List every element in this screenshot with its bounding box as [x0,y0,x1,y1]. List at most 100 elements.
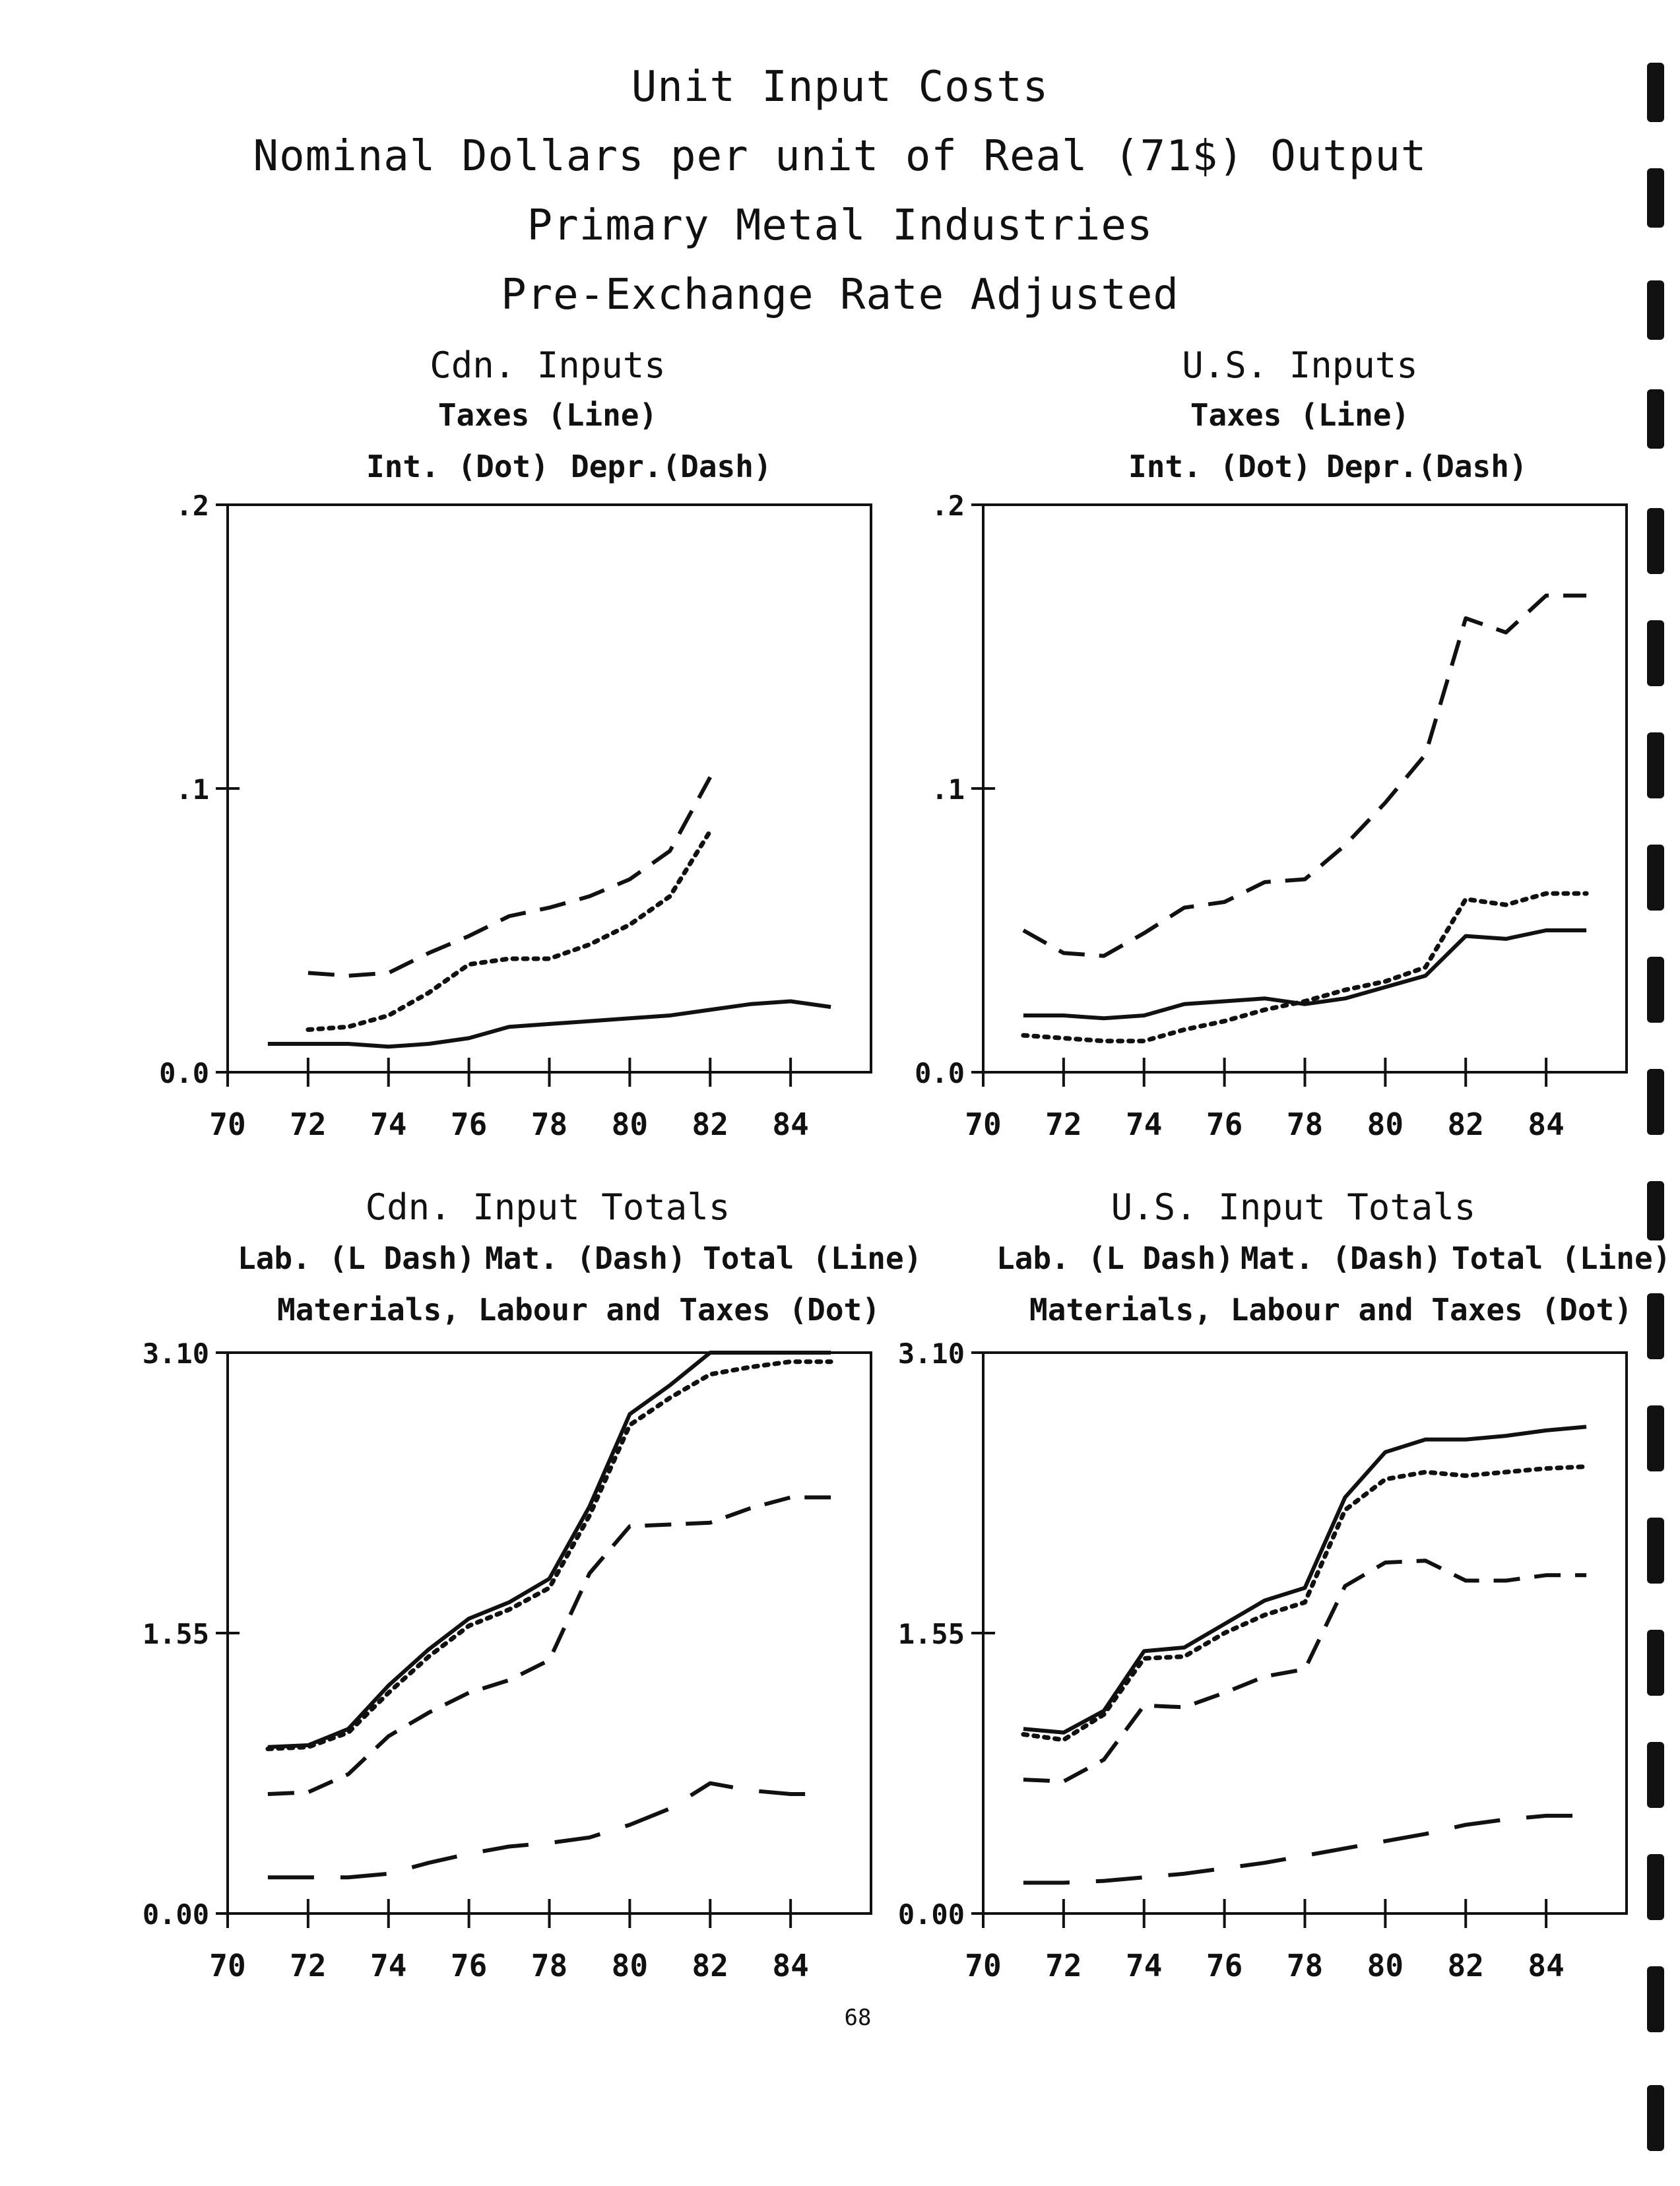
scan-edge-mark [1647,1405,1664,1471]
page-title-line-1: Unit Input Costs [631,63,1049,112]
x-tick-label: 70 [965,1107,1001,1142]
scan-edge-mark [1647,957,1664,1023]
scan-edge-mark [1647,732,1664,798]
x-tick-label: 78 [1287,1107,1323,1142]
chart-panel-2: 70 72 74 76 78 80 82 84 0.0 .1 .2 [915,490,1628,1142]
scan-edge-mark [1647,1518,1664,1584]
panel1-subtitle: Taxes (Line) [437,397,658,433]
x-tick-label: 76 [451,1948,487,1983]
x-tick-label: 84 [772,1107,808,1142]
y-tick-label: .2 [931,490,965,522]
x-tick-label: 80 [1367,1948,1404,1983]
series-line-int [1021,891,1589,1044]
x-tick-label: 74 [370,1107,406,1142]
x-tick-label: 72 [290,1107,326,1142]
x-tick-label: 80 [612,1107,648,1142]
x-tick-label: 80 [612,1948,648,1983]
plot-frame [982,1351,1628,1915]
series-line-mat [267,1495,831,1796]
panel2-title: U.S. Inputs [1182,344,1418,386]
scan-edge-mark [1647,63,1664,122]
y-tick-label: .2 [176,490,209,522]
panel4-legend-total: Total (Line) [1452,1240,1671,1276]
chart-panel-1: 70 72 74 76 78 80 82 84 0.0 .1 .2 [159,490,872,1142]
panel3-legend-mat: Mat. (Dash) [485,1240,686,1276]
panel4-legend-mat: Mat. (Dash) [1241,1240,1442,1276]
scan-edge-mark [1647,1742,1664,1808]
panel3-legend-lab: Lab. (L Dash) [238,1240,476,1276]
series-line-lab [267,1781,831,1880]
series-line-materials-labour-and-taxes [265,1359,833,1751]
panel4-subtitle: Materials, Labour and Taxes (Dot) [1029,1292,1632,1328]
series-line-taxes [267,999,831,1049]
x-tick-label: 76 [451,1107,487,1142]
series-line-lab [1023,1813,1587,1885]
y-tick-label: 3.10 [898,1337,965,1370]
plot-frame [226,503,872,1074]
x-tick-label: 74 [370,1948,406,1983]
plot-frame [982,503,1628,1074]
panel4-legend-lab: Lab. (L Dash) [996,1240,1235,1276]
scan-edge-mark [1647,1069,1664,1135]
panel2-legend-left: Int. (Dot) [1128,449,1311,484]
x-tick-label: 70 [209,1948,245,1983]
series-line-taxes [1023,928,1587,1021]
y-tick-label: .1 [176,773,209,806]
scan-edge-mark [1647,1181,1664,1240]
x-tick-label: 72 [290,1948,326,1983]
x-tick-label: 84 [772,1948,808,1983]
scan-edge-mark [1647,508,1664,574]
page-title-line-2: Nominal Dollars per unit of Real (71$) O… [253,132,1427,181]
x-tick-label: 80 [1367,1107,1404,1142]
series-line-total [1023,1425,1587,1735]
scan-edge-mark [1647,1293,1664,1359]
y-tick-label: 0.00 [898,1898,965,1931]
scan-edge-mark [1647,280,1664,340]
panel3-subtitle: Materials, Labour and Taxes (Dot) [277,1292,880,1328]
y-tick-label: .1 [931,773,965,806]
x-tick-label: 76 [1206,1948,1243,1983]
panel3-title: Cdn. Input Totals [365,1186,730,1228]
page-title-line-3: Primary Metal Industries [527,201,1153,250]
scan-edge-mark [1647,1630,1664,1696]
x-tick-label: 72 [1045,1107,1082,1142]
y-tick-label: 0.0 [915,1057,965,1089]
panel1-legend-right: Depr.(Dash) [571,449,772,484]
scan-edge-mark [1647,620,1664,686]
scan-edge-mark [1647,168,1664,228]
y-tick-label: 3.10 [143,1337,209,1370]
scan-edge-mark [1647,845,1664,911]
x-tick-label: 78 [531,1107,567,1142]
series-line-depr [307,776,712,978]
series-line-depr [1022,593,1587,958]
series-line-int [306,829,713,1032]
x-tick-label: 70 [965,1948,1001,1983]
chart-panel-3: 70 72 74 76 78 80 82 84 0.00 1.55 3.10 [143,1337,872,1983]
scan-edge-mark [1647,2085,1664,2151]
panel3-legend-total: Total (Line) [703,1240,922,1276]
scan-edge-mark [1647,1854,1664,1920]
x-tick-label: 72 [1045,1948,1082,1983]
plot-frame [226,1351,872,1915]
x-tick-label: 82 [1448,1948,1484,1983]
panel1-title: Cdn. Inputs [430,344,666,386]
series-line-mat [1023,1559,1587,1784]
x-tick-label: 84 [1528,1948,1564,1983]
x-tick-label: 84 [1528,1107,1564,1142]
x-tick-label: 78 [531,1948,567,1983]
scan-edge-mark [1647,1966,1664,2032]
chart-panel-4: 70 72 74 76 78 80 82 84 0.00 1.55 3.10 [898,1337,1628,1983]
x-tick-label: 82 [692,1948,728,1983]
x-tick-label: 82 [692,1107,728,1142]
series-line-materials-labour-and-taxes [1021,1464,1589,1743]
y-tick-label: 1.55 [898,1618,965,1650]
x-tick-label: 74 [1126,1948,1162,1983]
x-tick-label: 74 [1126,1107,1162,1142]
x-tick-label: 70 [209,1107,245,1142]
panel4-title: U.S. Input Totals [1111,1186,1476,1228]
y-tick-label: 1.55 [143,1618,209,1650]
y-tick-label: 0.00 [143,1898,209,1931]
page-number: 68 [844,2005,872,2031]
panel1-legend-left: Int. (Dot) [366,449,549,484]
